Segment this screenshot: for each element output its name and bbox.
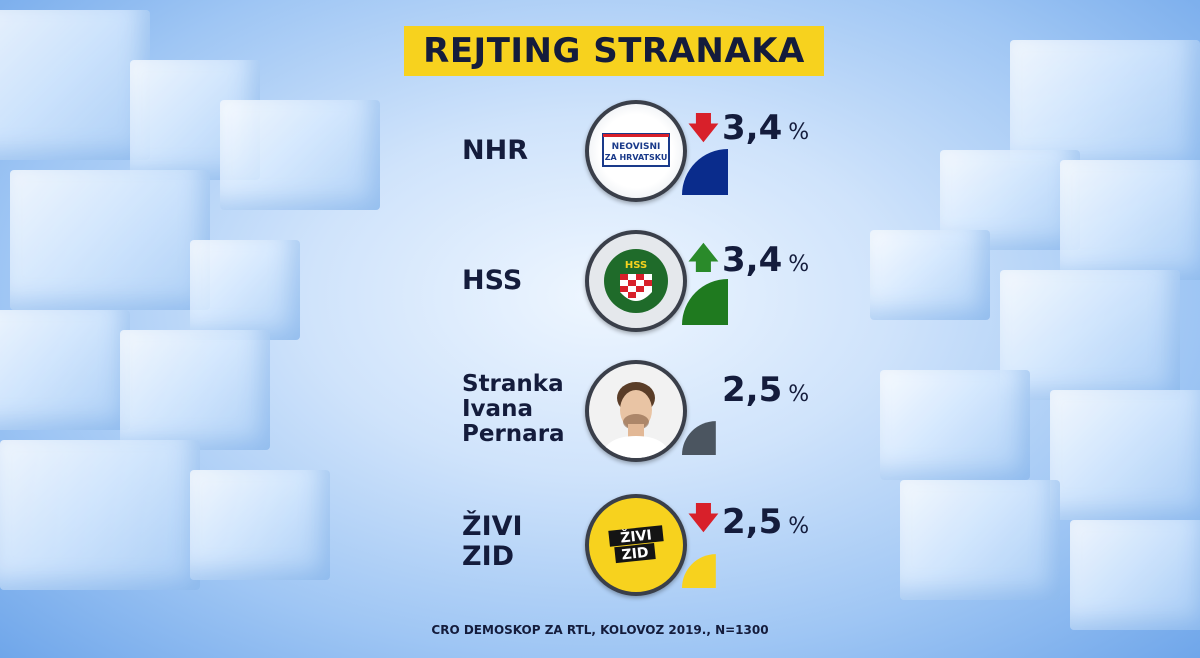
- background-cube: [1050, 390, 1200, 520]
- party-name-line: ZID: [462, 541, 515, 572]
- zivi-zid-logo-icon: ŽIVI ZID: [585, 494, 687, 596]
- background-cube: [0, 440, 200, 590]
- nhr-logo-text: ZA HRVATSKU: [605, 153, 668, 162]
- background-cube: [0, 310, 130, 430]
- chart-title-bar: REJTING STRANAKA: [404, 26, 824, 76]
- value-unit: %: [788, 514, 810, 539]
- trend-down-arrow-icon: 🡇: [688, 501, 719, 536]
- value-number: 2,5: [722, 502, 783, 542]
- value-label-hss: 3,4%: [722, 240, 809, 280]
- zivi-zid-logo-text: ZID: [621, 545, 650, 564]
- person-portrait-icon: [585, 360, 687, 462]
- value-unit: %: [788, 382, 810, 407]
- source-note: CRO DEMOSKOP ZA RTL, KOLOVOZ 2019., N=13…: [431, 623, 769, 637]
- party-name-zivi-zid: ŽIVI ZID: [462, 512, 523, 572]
- background-cube: [10, 170, 210, 310]
- zivi-zid-logo-text: ŽIVI: [620, 526, 653, 546]
- party-name-line: Stranka: [462, 371, 564, 397]
- value-label-zivi-zid: 2,5%: [722, 502, 809, 542]
- value-number: 2,5: [722, 370, 783, 410]
- background-cube: [220, 100, 380, 210]
- background-cube: [1060, 160, 1200, 280]
- background-cube: [0, 10, 150, 160]
- trend-up-arrow-icon: 🡅: [688, 241, 719, 276]
- background-cube: [1070, 520, 1200, 630]
- value-mark: [682, 421, 716, 455]
- background-cube: [870, 230, 990, 320]
- trend-down-arrow-icon: 🡇: [688, 111, 719, 146]
- value-mark: [682, 149, 728, 195]
- nhr-logo-icon: NEOVISNI ZA HRVATSKU: [585, 100, 687, 202]
- value-mark: [682, 279, 728, 325]
- value-unit: %: [788, 252, 810, 277]
- background-cube: [190, 470, 330, 580]
- value-mark: [682, 554, 716, 588]
- chart-title: REJTING STRANAKA: [423, 31, 805, 71]
- background-cube: [190, 240, 300, 340]
- background-cube: [120, 330, 270, 450]
- party-name-nhr: NHR: [462, 136, 528, 166]
- party-name-hss: HSS: [462, 266, 522, 296]
- background-cube: [900, 480, 1060, 600]
- value-label-nhr: 3,4%: [722, 108, 809, 148]
- value-number: 3,4: [722, 108, 783, 148]
- hss-logo-text: HSS: [625, 260, 647, 271]
- party-name-line: ŽIVI: [462, 511, 523, 542]
- party-name-line: HSS: [462, 265, 523, 296]
- party-name-line: NHR: [462, 135, 528, 166]
- party-name-line: Ivana: [462, 396, 533, 422]
- hss-logo-icon: HSS: [585, 230, 687, 332]
- value-label-pernar: 2,5%: [722, 370, 809, 410]
- value-number: 3,4: [722, 240, 783, 280]
- party-name-pernar: Stranka Ivana Pernara: [462, 372, 565, 447]
- nhr-logo-text: NEOVISNI: [612, 142, 661, 152]
- background-cube: [880, 370, 1030, 480]
- party-name-line: Pernara: [462, 421, 565, 447]
- background-cube: [1000, 270, 1180, 400]
- value-unit: %: [788, 120, 810, 145]
- background-cube: [1010, 40, 1200, 170]
